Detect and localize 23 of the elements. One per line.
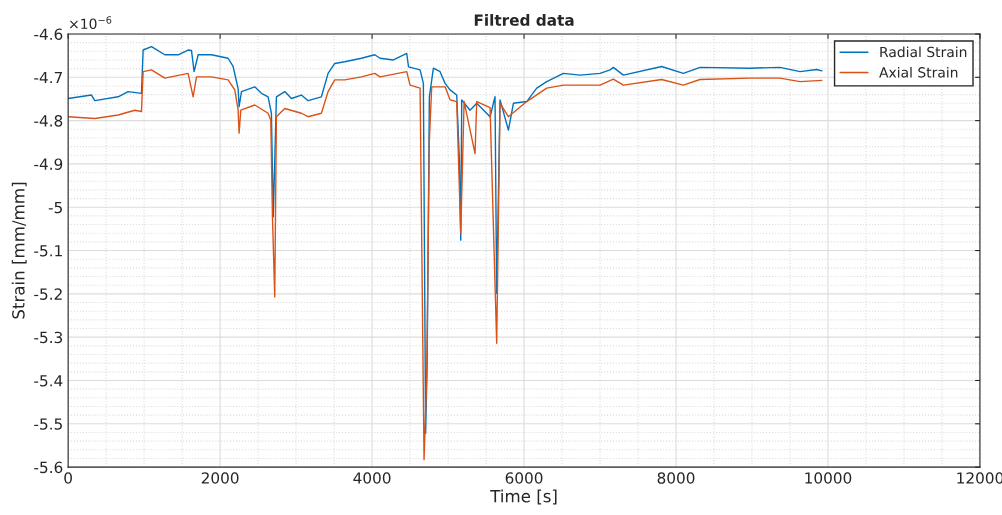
y-tick-label: -5 <box>48 201 62 214</box>
y-tick-label: -5.3 <box>34 331 63 344</box>
x-tick-label: 6000 <box>505 472 543 484</box>
y-tick-label: -5.5 <box>34 418 62 430</box>
x-tick-label: 10000 <box>805 472 852 484</box>
x-tick-label: 0 <box>64 472 72 484</box>
chart-title: Filtred data <box>474 14 574 26</box>
y-tick-label: -5.1 <box>34 245 62 257</box>
x-tick-label: 2000 <box>201 472 239 484</box>
y-tick-label: -5.4 <box>34 375 63 387</box>
x-axis-title: Time [s] <box>490 489 557 505</box>
y-tick-label: -4.7 <box>34 71 62 84</box>
x-tick-label: 4000 <box>353 472 391 484</box>
text: ×10$^{−6}$ <box>70 16 112 30</box>
y-tick-label: -4.6 <box>34 28 63 41</box>
y-tick-label: -5.2 <box>34 288 62 300</box>
legend-label: Radial Strain <box>880 46 967 58</box>
legend-label: Axial Strain <box>879 66 958 78</box>
y-tick-label: -4.9 <box>34 158 63 170</box>
y-axis-title: Strain [mm/mm] <box>11 182 27 319</box>
y-tick-label: -4.8 <box>34 115 63 127</box>
y-tick-label: -5.6 <box>34 461 63 474</box>
x-tick-label: 8000 <box>657 472 695 484</box>
